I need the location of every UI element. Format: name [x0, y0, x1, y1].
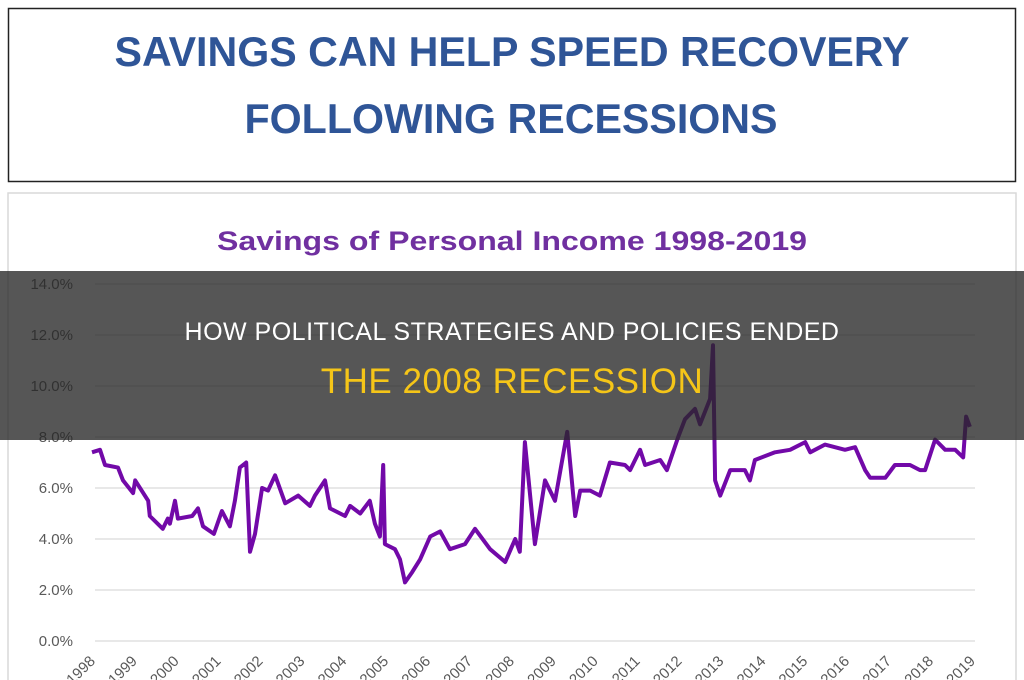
- y-tick-label: 4.0%: [39, 531, 73, 548]
- series-line: [91, 343, 972, 585]
- y-tick-label: 6.0%: [39, 480, 73, 497]
- overlay-title-line-1: HOW POLITICAL STRATEGIES AND POLICIES EN…: [184, 318, 840, 346]
- y-tick-label: 0.0%: [39, 633, 73, 650]
- overlay-title-line-2: THE 2008 RECESSION: [320, 362, 704, 401]
- header-line-2: FOLLOWING RECESSIONS: [245, 95, 778, 142]
- y-tick-label: 2.0%: [39, 582, 73, 599]
- title-overlay-banner: [0, 271, 1024, 440]
- header-line-1: SAVINGS CAN HELP SPEED RECOVERY: [115, 28, 910, 75]
- header-box: [7, 7, 1017, 183]
- chart-title: Savings of Personal Income 1998-2019: [217, 226, 807, 256]
